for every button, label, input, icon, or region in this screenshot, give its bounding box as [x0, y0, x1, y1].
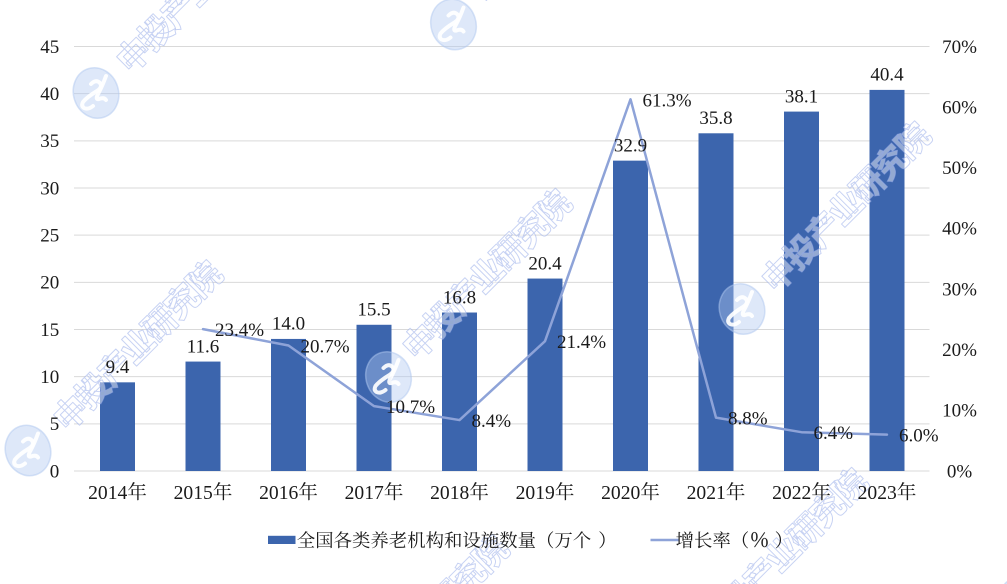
- svg-text:32.9: 32.9: [614, 135, 647, 156]
- svg-text:40: 40: [40, 84, 59, 105]
- svg-text:20%: 20%: [942, 340, 977, 361]
- svg-text:8.4%: 8.4%: [472, 411, 512, 432]
- svg-text:2019: 2019: [516, 483, 555, 504]
- svg-text:30: 30: [40, 178, 59, 199]
- svg-text:50%: 50%: [942, 158, 977, 179]
- svg-text:11.6: 11.6: [187, 336, 220, 357]
- svg-text:6.0%: 6.0%: [899, 426, 939, 447]
- svg-text:5: 5: [50, 414, 60, 435]
- svg-text:8.8%: 8.8%: [728, 409, 768, 430]
- svg-text:30%: 30%: [942, 279, 977, 300]
- svg-text:38.1: 38.1: [785, 86, 818, 107]
- svg-text:35.8: 35.8: [699, 108, 732, 129]
- svg-text:2020: 2020: [601, 483, 640, 504]
- svg-text:2018: 2018: [430, 483, 469, 504]
- svg-text:20.7%: 20.7%: [301, 337, 350, 358]
- svg-text:25: 25: [40, 226, 59, 247]
- svg-text:16.8: 16.8: [443, 287, 476, 308]
- svg-text:9.4: 9.4: [106, 357, 130, 378]
- svg-text:61.3%: 61.3%: [643, 90, 692, 111]
- svg-text:20.4: 20.4: [528, 253, 562, 274]
- svg-text:0%: 0%: [947, 461, 973, 482]
- svg-text:70%: 70%: [942, 37, 977, 58]
- svg-text:2023: 2023: [858, 483, 897, 504]
- svg-text:15.5: 15.5: [357, 300, 390, 321]
- svg-text:0: 0: [50, 461, 60, 482]
- svg-text:45: 45: [40, 37, 59, 58]
- svg-text:40.4: 40.4: [870, 65, 904, 86]
- svg-text:60%: 60%: [942, 97, 977, 118]
- svg-text:21.4%: 21.4%: [557, 332, 606, 353]
- svg-text:6.4%: 6.4%: [814, 423, 854, 444]
- svg-text:2015: 2015: [174, 483, 213, 504]
- svg-text:2014: 2014: [88, 483, 127, 504]
- svg-text:23.4%: 23.4%: [215, 320, 264, 341]
- svg-text:14.0: 14.0: [272, 314, 305, 335]
- svg-text:10%: 10%: [942, 401, 977, 422]
- svg-text:15: 15: [40, 320, 59, 341]
- svg-text:2017: 2017: [345, 483, 384, 504]
- svg-text:10.7%: 10.7%: [386, 397, 435, 418]
- svg-text:2022: 2022: [772, 483, 811, 504]
- svg-text:2021: 2021: [687, 483, 726, 504]
- svg-text:2016: 2016: [259, 483, 298, 504]
- svg-text:10: 10: [40, 367, 59, 388]
- svg-text:20: 20: [40, 273, 59, 294]
- svg-text:35: 35: [40, 131, 59, 152]
- svg-text:40%: 40%: [942, 219, 977, 240]
